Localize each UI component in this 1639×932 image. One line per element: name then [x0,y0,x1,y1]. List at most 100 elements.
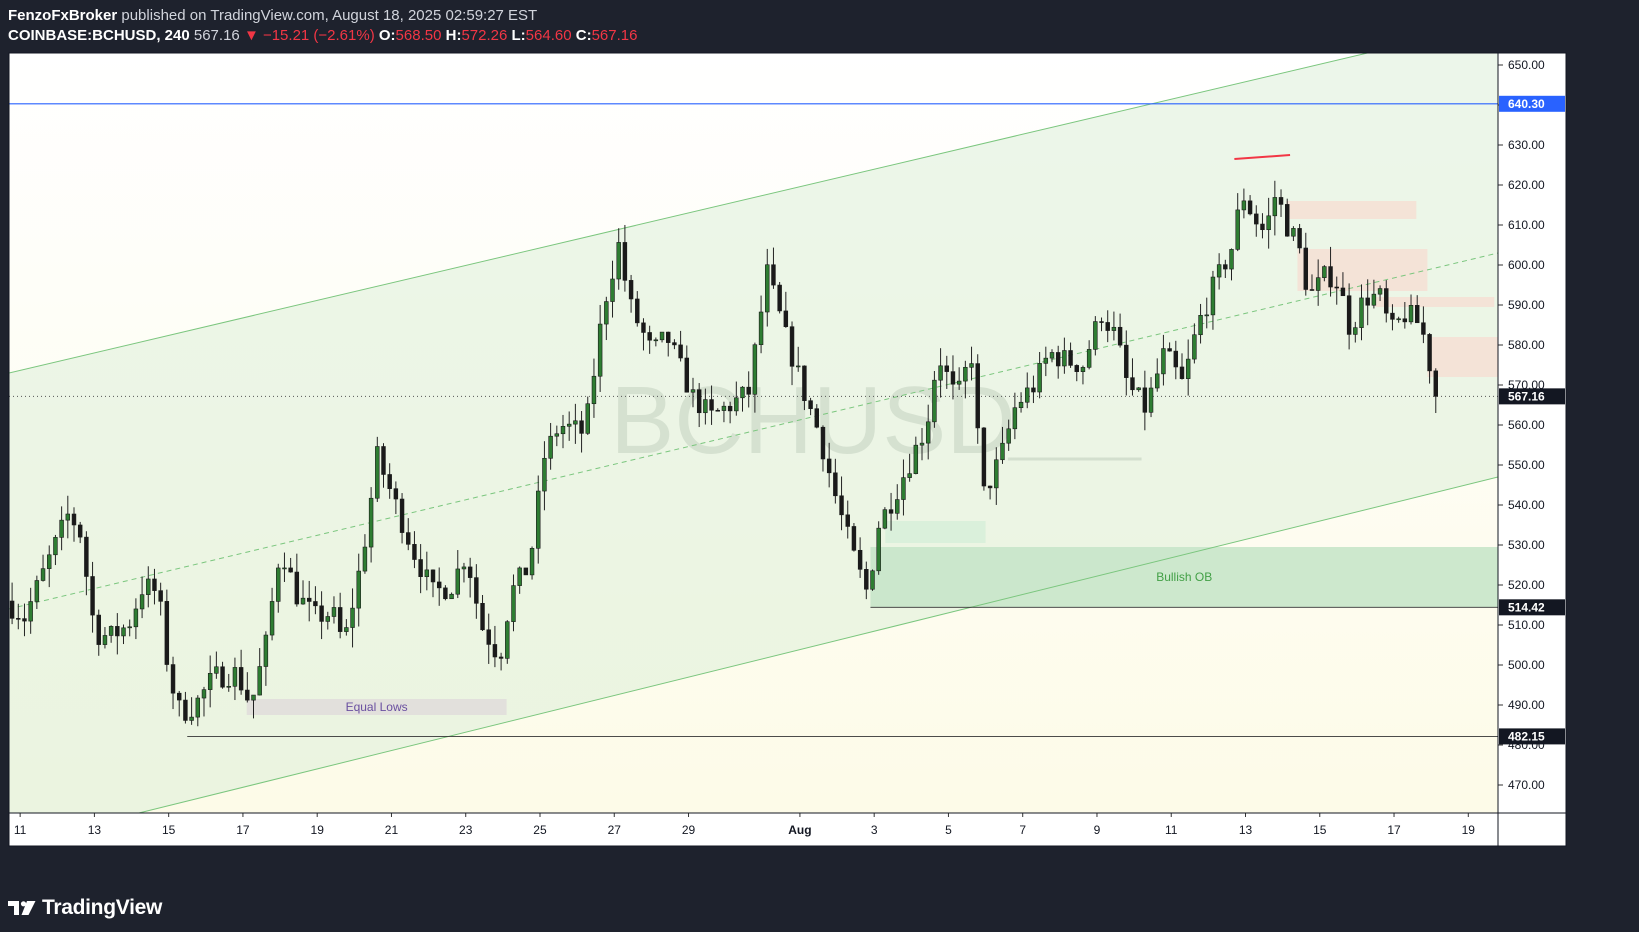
candle-down [802,365,807,401]
candles [9,180,1438,727]
candle-up [1025,387,1030,403]
author-name[interactable]: FenzoFxBroker [8,7,118,24]
candle-down [1223,264,1228,270]
candle-down [164,601,170,665]
time-tick-label: 13 [1239,823,1253,837]
candle-down [826,458,832,474]
candle-down [1384,288,1389,314]
price-tick-label: 560.00 [1508,418,1545,432]
price-axis-background [1498,53,1566,813]
symbol-label[interactable]: COINBASE:BCHUSD, 240 [8,27,190,44]
candle-down [1254,213,1259,225]
candle-up [108,626,114,636]
price-tick-label: 590.00 [1508,298,1545,312]
candle-up [121,627,126,637]
price-tick-label: 600.00 [1508,258,1545,272]
candle-down [1334,286,1339,289]
time-tick-label: 9 [1094,823,1101,837]
candle-down [684,357,690,393]
price-tick-label: 510.00 [1508,618,1545,632]
candle-down [523,567,529,576]
candle-up [703,399,708,414]
time-tick-label: 19 [311,823,325,837]
candle-down [177,692,182,701]
candle-up [362,546,368,572]
candle-up [1049,352,1055,359]
zone-supply-1 [1286,201,1417,219]
price-badge [1499,388,1565,405]
candle-up [257,666,262,696]
candle-down [486,629,491,645]
footer-branding[interactable]: TradingView [8,894,162,922]
candle-up [350,607,355,628]
candle-up [895,499,900,514]
candle-up [1396,318,1401,321]
candle-down [777,284,782,312]
candle-up [214,666,219,674]
zone-supply-3 [1375,297,1495,307]
time-tick-label: 25 [533,823,547,837]
line-channel-mid [9,252,1498,610]
candle-up [573,420,578,425]
candle-down [412,544,417,560]
candle-up [1012,407,1018,430]
candle-up [251,694,256,701]
candle-down [418,559,423,578]
candle-up [449,593,454,600]
price-tick-label: 530.00 [1508,538,1545,552]
high-value: 572.26 [461,27,508,44]
candle-down [1328,266,1333,288]
time-tick-label: 3 [871,823,878,837]
candle-up [542,457,547,492]
candle-up [1018,401,1024,409]
candle-down [857,549,863,570]
candle-down [696,389,702,414]
candle-down [709,399,714,411]
candle-down [1117,326,1123,346]
time-tick-label: 17 [1387,823,1401,837]
candle-up [548,435,553,459]
zone-green-box [885,521,986,543]
candle-up [1037,363,1042,393]
candle-up [207,673,213,690]
candle-up [956,380,962,385]
candle-down [1167,348,1172,352]
candle-up [59,519,64,538]
candle-down [783,310,789,328]
candle-down [1247,200,1253,215]
time-tick-label: 13 [88,823,102,837]
time-tick-label: 15 [162,823,176,837]
candle-up [1291,228,1296,237]
candle-down [888,509,894,514]
candle-down [981,427,987,487]
candle-up [919,442,925,446]
candle-down [1309,289,1315,291]
price-tick-label: 610.00 [1508,218,1545,232]
candle-down [480,603,485,631]
candle-down [851,526,857,551]
candle-down [158,590,163,602]
candle-up [653,339,659,342]
candle-up [1229,249,1234,270]
time-tick-label: 5 [945,823,952,837]
zone-label-bullish-ob: Bullish OB [1156,570,1212,584]
candle-down [319,605,324,622]
price-badge [1499,95,1565,112]
candle-up [1353,327,1358,335]
candle-down [839,495,844,516]
candle-down [474,577,479,604]
candle-down [9,600,15,619]
candle-down [1179,366,1185,379]
candle-down [393,488,399,500]
candle-down [678,344,683,359]
candle-down [1099,321,1104,323]
line-channel-upper [9,53,1370,374]
close-label: C: [575,27,592,44]
candle-up [758,311,764,346]
price-tick-label: 630.00 [1508,138,1545,152]
price-tick-label: 620.00 [1508,178,1545,192]
candle-up [1000,442,1005,461]
candle-down [833,472,838,497]
candle-down [406,532,411,545]
